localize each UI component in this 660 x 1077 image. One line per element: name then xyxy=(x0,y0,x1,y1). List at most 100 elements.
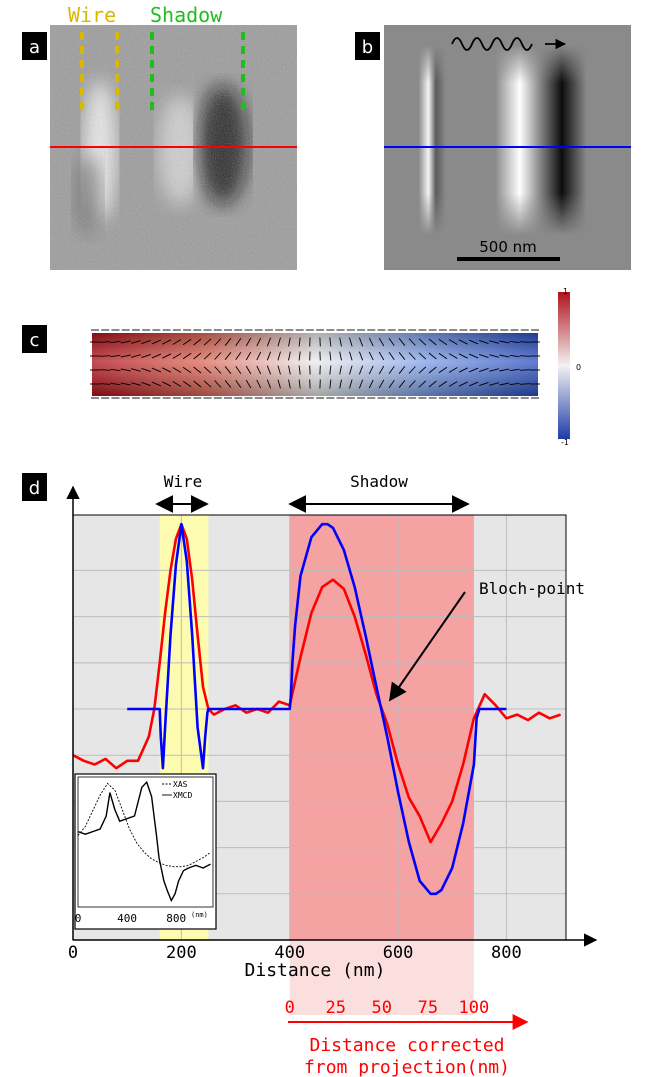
vector-arrow xyxy=(266,379,272,389)
vector-arrow xyxy=(418,380,427,388)
vector-arrow xyxy=(509,382,520,386)
vector-arrow xyxy=(349,379,353,389)
simulated-profile-line xyxy=(127,522,507,896)
panel-d-letter: d xyxy=(29,478,40,499)
colorbar xyxy=(558,292,570,439)
vector-arrow xyxy=(256,365,262,375)
vector-arrow xyxy=(368,365,374,375)
vector-arrow xyxy=(266,351,272,361)
vector-arrow xyxy=(298,379,301,389)
vector-arrow xyxy=(235,365,242,375)
vector-arrow xyxy=(235,337,242,347)
inset-series-xmcd xyxy=(77,780,211,903)
panel-a-letter-box xyxy=(22,32,47,60)
vector-arrow xyxy=(448,353,458,359)
vector-arrow xyxy=(224,366,232,374)
vector-arrow xyxy=(214,366,222,374)
corrected-tick-label: 75 xyxy=(418,998,438,1018)
panel-d: d 0 200 400 600 800 Distance (nm) Wire Shado… xyxy=(22,472,598,1077)
vector-arrow xyxy=(193,338,202,346)
vector-arrow xyxy=(398,366,406,374)
vector-arrow xyxy=(298,351,301,361)
vector-arrow xyxy=(358,365,364,375)
x-tick-labels: 0 200 400 600 800 xyxy=(68,943,522,963)
wire-label: Wire xyxy=(68,3,116,27)
vector-arrow xyxy=(235,379,242,389)
inset-x-tick-labels: 0 400 800 xyxy=(75,912,186,925)
x-tick-label: 200 xyxy=(166,943,197,963)
vector-arrow xyxy=(428,352,437,360)
experimental-profile-line xyxy=(72,522,562,844)
vector-arrow xyxy=(162,339,172,345)
vector-arrow xyxy=(141,353,151,359)
vector-arrow xyxy=(378,351,385,361)
vector-arrow xyxy=(193,380,202,388)
inset-x-unit: (nm) xyxy=(191,911,208,919)
vector-arrow xyxy=(489,340,500,344)
colorbar-tick-top: 1 xyxy=(563,287,568,296)
vector-arrow xyxy=(182,380,192,388)
vector-arrow xyxy=(388,351,395,361)
vector-arrow xyxy=(468,381,479,387)
vector-arrow xyxy=(519,369,530,371)
vector-arrow xyxy=(120,340,131,344)
vector-arrow xyxy=(408,380,416,388)
vector-arrow xyxy=(266,365,272,375)
vector-arrow xyxy=(245,337,252,347)
corrected-tick-label: 0 xyxy=(285,998,295,1018)
corrected-axis-label-line-1: Distance corrected xyxy=(309,1035,504,1056)
vector-arrow xyxy=(151,367,162,373)
panel-d-letter-box xyxy=(22,473,47,501)
vector-arrow xyxy=(438,338,448,346)
vector-arrow xyxy=(277,337,281,347)
vector-arrow xyxy=(288,379,291,389)
vector-arrow xyxy=(448,381,458,387)
vector-arrow xyxy=(329,351,332,361)
vector-arrow xyxy=(182,352,192,360)
magnetization-vector-field xyxy=(90,329,540,399)
panel-a: Wire Shadow a xyxy=(22,3,297,270)
panel-a-letter: a xyxy=(29,37,40,58)
vector-arrow xyxy=(479,339,489,345)
bloch-point-arrow xyxy=(388,591,466,702)
vector-arrow xyxy=(428,338,437,346)
vector-arrow xyxy=(448,339,458,345)
vector-arrow xyxy=(141,381,151,387)
vector-arrow xyxy=(408,352,416,360)
panel-b-letter-box xyxy=(355,32,380,60)
vector-arrow xyxy=(358,337,364,347)
vector-arrow xyxy=(298,365,301,375)
vector-arrow xyxy=(519,341,530,343)
vector-arrow xyxy=(130,354,141,358)
vector-arrow xyxy=(489,382,500,386)
vector-arrow xyxy=(519,383,530,385)
vector-arrow xyxy=(256,379,262,389)
vector-arrow xyxy=(428,366,437,374)
corrected-axis-label-line-2: from projection(nm) xyxy=(304,1057,510,1077)
panel-b-letter: b xyxy=(362,37,373,58)
vector-arrow xyxy=(509,368,520,372)
vector-arrow xyxy=(358,379,364,389)
corrected-tick-label: 25 xyxy=(326,998,346,1018)
vector-arrow xyxy=(349,351,353,361)
vector-arrow xyxy=(110,368,121,372)
shadow-label: Shadow xyxy=(150,3,223,27)
vector-arrow xyxy=(418,366,427,374)
vector-arrow xyxy=(256,337,262,347)
vector-arrow xyxy=(499,382,510,386)
panel-c-letter: c xyxy=(30,330,40,351)
vector-arrow xyxy=(408,366,416,374)
x-tick-label: 400 xyxy=(274,943,305,963)
vector-arrow xyxy=(509,354,520,358)
vector-arrow xyxy=(288,337,291,347)
vector-arrow xyxy=(398,338,406,346)
panel-c-letter-box xyxy=(22,325,47,353)
vector-arrow xyxy=(224,338,232,346)
vector-arrow xyxy=(418,352,427,360)
vector-arrow xyxy=(224,380,232,388)
vector-arrow xyxy=(418,338,427,346)
x-tick-label: 600 xyxy=(383,943,414,963)
vector-arrow xyxy=(288,365,291,375)
